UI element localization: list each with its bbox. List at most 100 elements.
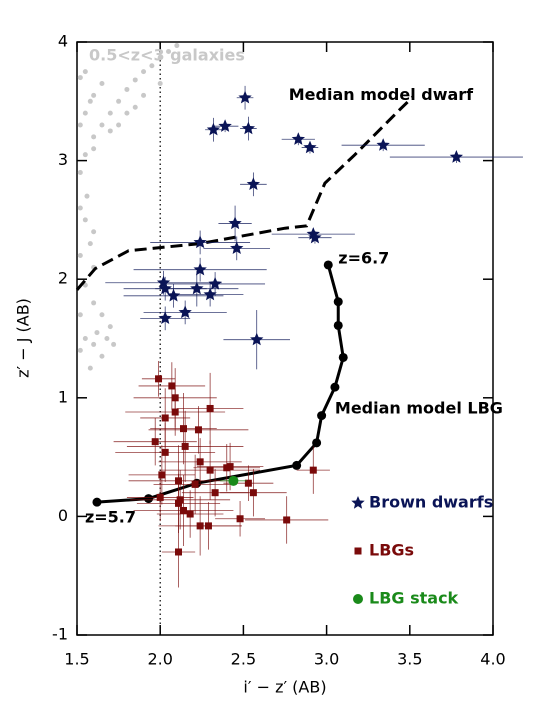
galaxy-point (124, 86, 130, 92)
model-point (292, 460, 302, 470)
plot-frame (76, 41, 494, 636)
data-point (309, 466, 317, 474)
galaxy-point (84, 193, 90, 199)
data-point (179, 506, 187, 514)
galaxy-point (87, 365, 93, 371)
data-point (175, 499, 183, 507)
galaxy-point (77, 312, 83, 318)
data-point (179, 425, 187, 433)
data-point (303, 140, 317, 154)
x-tick-label: 3.5 (397, 650, 422, 669)
model-start-label: z=5.7 (85, 508, 136, 527)
data-point (161, 414, 169, 422)
data-point (191, 480, 199, 488)
data-point (178, 305, 192, 319)
data-point (206, 122, 221, 136)
data-point (156, 493, 164, 501)
legend-label: LBGs (369, 541, 414, 560)
data-point (181, 442, 189, 450)
model-line (75, 95, 415, 291)
data-point (228, 216, 242, 230)
data-point (155, 375, 163, 383)
galaxy-point (82, 110, 88, 116)
galaxy-point (166, 48, 172, 54)
galaxy-point (141, 69, 147, 75)
galaxy-point (99, 122, 105, 128)
data-point (241, 121, 255, 135)
y-tick-label: -1 (52, 625, 68, 644)
model-label: Median model LBG (335, 399, 503, 418)
data-point (151, 438, 159, 446)
galaxy-point (82, 336, 88, 341)
x-tick-label: 2.0 (147, 650, 172, 669)
model-point (333, 320, 343, 330)
data-point (194, 426, 202, 434)
model-point (338, 352, 348, 362)
galaxy-point (107, 128, 113, 134)
galaxy-point (91, 341, 97, 347)
data-point (158, 311, 172, 324)
galaxy-point (77, 347, 83, 353)
data-point (308, 230, 322, 244)
y-tick-label: 2 (58, 269, 68, 288)
data-point (186, 510, 194, 518)
model-point (333, 297, 343, 307)
data-point (291, 132, 305, 145)
data-point (158, 281, 172, 295)
galaxy-point (157, 54, 163, 60)
galaxy-point (94, 330, 100, 336)
model-end-label: z=6.7 (338, 248, 389, 267)
model-point (92, 497, 102, 507)
data-point (156, 275, 171, 289)
data-point (238, 90, 252, 104)
galaxy-point (124, 110, 130, 116)
data-point (230, 241, 244, 254)
data-point (171, 408, 179, 416)
legend-label: Brown dwarfs (369, 493, 493, 512)
galaxy-point (132, 77, 138, 83)
x-tick-label: 2.5 (231, 650, 256, 669)
galaxy-point (91, 146, 97, 152)
galaxy-point (91, 92, 97, 98)
galaxies-label: 0.5<z<3 galaxies (89, 46, 245, 65)
galaxy-point (99, 353, 105, 359)
data-point (203, 287, 217, 301)
galaxy-point (107, 324, 113, 330)
galaxy-point (77, 205, 83, 211)
legend-marker (354, 547, 362, 555)
data-point (206, 466, 214, 474)
galaxy-point (82, 69, 88, 75)
data-point (206, 404, 214, 412)
data-point (244, 479, 252, 487)
data-point (204, 522, 212, 530)
galaxy-point (149, 63, 155, 69)
data-point (175, 548, 183, 556)
data-point (226, 463, 234, 471)
model-point (144, 494, 154, 504)
galaxy-point (87, 241, 93, 247)
data-point (249, 489, 257, 497)
galaxy-point (141, 92, 147, 98)
y-axis-label: z′ − J (AB) (14, 298, 33, 378)
model-point (312, 438, 322, 448)
galaxy-point (77, 169, 83, 175)
galaxy-point (82, 217, 88, 223)
data-point (166, 288, 181, 302)
galaxy-point (111, 341, 117, 347)
model-point (317, 411, 327, 421)
galaxy-point (99, 312, 105, 318)
data-point (196, 522, 204, 530)
galaxy-point (174, 43, 180, 49)
data-point (193, 262, 207, 276)
galaxy-point (82, 152, 88, 158)
model-point (323, 260, 333, 270)
legend-label: LBG stack (369, 589, 459, 608)
y-tick-label: 1 (58, 387, 68, 406)
model-label: Median model dwarf (289, 85, 474, 104)
galaxy-point (116, 122, 122, 128)
legend-marker (353, 594, 363, 604)
galaxy-point (91, 300, 97, 306)
data-point (449, 150, 463, 163)
galaxy-point (107, 110, 113, 116)
